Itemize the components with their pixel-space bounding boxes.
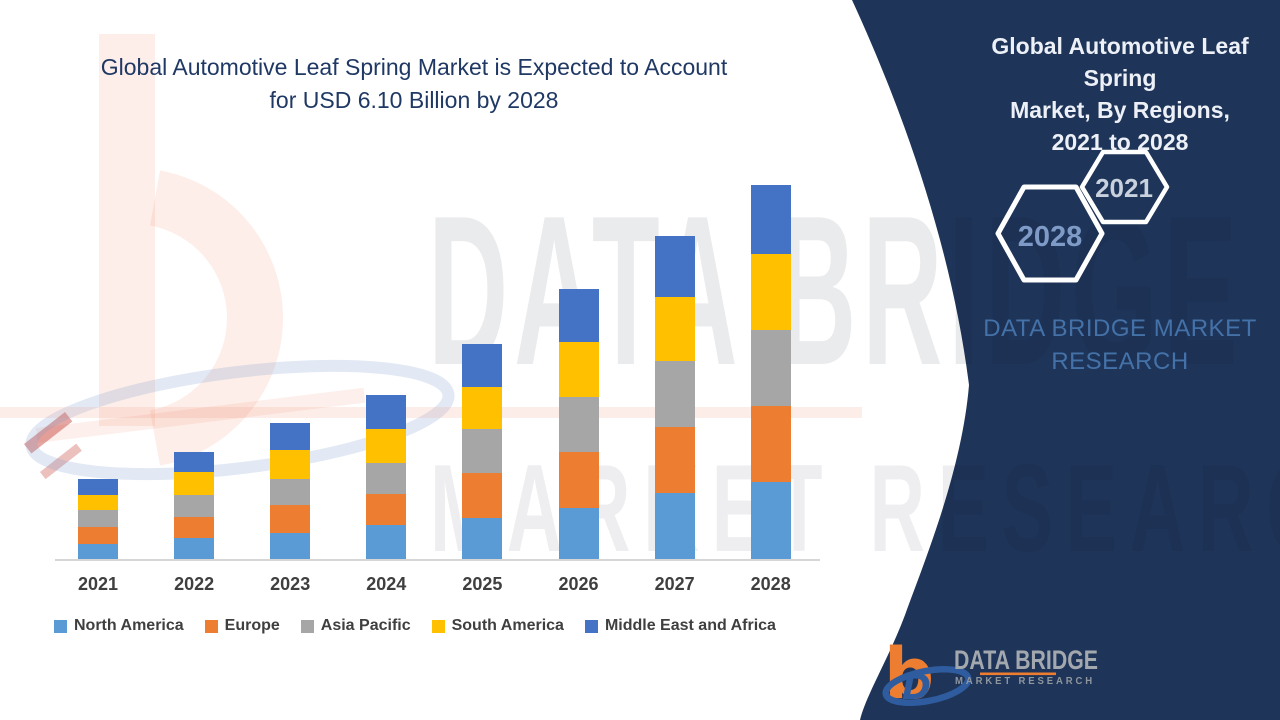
chart-legend: North America Europe Asia Pacific South Ame… [54, 617, 776, 635]
legend-swatch [54, 619, 67, 633]
bar-segment [462, 429, 503, 474]
bar-segment [750, 185, 791, 255]
year-hexagons: 2028 2021 [995, 149, 1170, 283]
legend-item: Asia Pacific [300, 617, 411, 635]
legend-swatch [300, 619, 314, 633]
bar-segment [558, 451, 599, 508]
stacked-bar-chart: 2021 2022 2023 2024 2025 2026 2027 2028 North A… [54, 185, 820, 635]
bar-segment [366, 525, 407, 559]
bar-segment [750, 406, 791, 483]
dbmr-logo: b D DATA BRIDGE MARKET RESEARCH [882, 633, 1098, 715]
chart-title-line2: for USD 6.10 Billion by 2028 [269, 87, 559, 113]
x-axis-label-2026: 2026 [558, 574, 599, 594]
side-panel-background [852, 0, 1280, 720]
bar-segment [174, 494, 215, 517]
bar-segment [558, 289, 599, 342]
bar-segment [78, 544, 118, 559]
logo-swoosh-ellipse [882, 665, 972, 707]
legend-item: South America [431, 617, 564, 635]
legend-label: Europe [224, 617, 280, 634]
stacked-bar-2027 [654, 235, 695, 559]
legend-swatch [584, 619, 598, 633]
x-axis-line [55, 559, 820, 561]
x-axis-label-2023: 2023 [270, 574, 311, 594]
bar-segment [462, 473, 503, 519]
stacked-bar-2026 [558, 289, 599, 559]
bar-segment [270, 422, 311, 450]
bar-segment [270, 449, 311, 480]
bar-segment [366, 394, 407, 430]
stacked-bar-2023 [270, 422, 311, 559]
stacked-bar-2028 [750, 185, 791, 559]
legend-item: Europe [204, 617, 280, 635]
chart-title-line1: Global Automotive Leaf Spring Market is … [100, 54, 728, 80]
bar-segment [750, 254, 791, 331]
x-axis-label-2027: 2027 [654, 574, 695, 594]
bar-segment [366, 462, 407, 494]
bar-segment [366, 429, 407, 463]
bar-segment [654, 361, 695, 427]
bar-segment [78, 494, 118, 510]
x-axis-label-2028: 2028 [750, 574, 791, 594]
bar-segment [654, 426, 695, 493]
bar-segment [78, 479, 118, 495]
legend-item: North America [54, 617, 184, 635]
bar-segment [270, 505, 311, 533]
hexagon-2021-label: 2021 [1095, 173, 1153, 203]
legend-label: Middle East and Africa [604, 617, 776, 634]
panel-title-line1: Global Automotive Leaf Spring [991, 33, 1249, 91]
bar-segment [750, 482, 791, 559]
bar-segment [174, 451, 215, 472]
stacked-bar-2022 [174, 451, 215, 559]
hexagon-2028 [995, 184, 1105, 283]
bar-segment [78, 509, 118, 527]
x-axis-label-2025: 2025 [462, 574, 503, 594]
bar-segment [270, 532, 311, 559]
bar-segment [270, 479, 311, 505]
legend-label: South America [451, 617, 564, 634]
legend-label: Asia Pacific [320, 617, 411, 634]
logo-name: DATA BRIDGE [954, 645, 1098, 675]
bar-segment [78, 526, 118, 545]
hexagon-2021 [1079, 149, 1170, 225]
stacked-bar-2025 [462, 343, 503, 559]
bar-segment [366, 494, 407, 526]
bar-segment [558, 341, 599, 397]
bar-segment [174, 538, 215, 559]
panel-title-line2: Market, By Regions, [1010, 97, 1230, 123]
chart-title: Global Automotive Leaf Spring Market is … [18, 51, 810, 117]
stacked-bar-2021 [78, 479, 118, 559]
bar-segment [462, 518, 503, 559]
panel-title: Global Automotive Leaf Spring Market, By… [952, 30, 1280, 158]
logo-underline [980, 672, 1056, 676]
brand-text-line2: RESEARCH [1051, 348, 1189, 375]
bar-segment [558, 507, 599, 559]
logo-tagline: MARKET RESEARCH [955, 676, 1095, 687]
bar-segment [462, 386, 503, 429]
brand-text-line1: DATA BRIDGE MARKET [983, 315, 1257, 342]
hexagon-2028-label: 2028 [1018, 221, 1083, 253]
legend-item: Middle East and Africa [584, 617, 776, 635]
bar-segment [654, 235, 695, 297]
bar-segment [174, 516, 215, 539]
bar-segment [654, 296, 695, 362]
legend-label: North America [74, 617, 184, 634]
legend-swatch [204, 619, 218, 633]
legend-swatch [431, 619, 445, 633]
bar-segment [462, 343, 503, 387]
logo-swoosh-d: D [902, 668, 931, 708]
bar-segment [750, 330, 791, 407]
x-axis-label-2022: 2022 [174, 574, 215, 594]
brand-text: DATA BRIDGE MARKET RESEARCH [960, 312, 1280, 378]
bar-segment [174, 471, 215, 495]
x-axis-label-2021: 2021 [77, 574, 119, 594]
x-axis-label-2024: 2024 [366, 574, 407, 594]
stacked-bar-2024 [366, 394, 407, 559]
bar-segment [654, 492, 695, 559]
bar-segment [558, 396, 599, 452]
